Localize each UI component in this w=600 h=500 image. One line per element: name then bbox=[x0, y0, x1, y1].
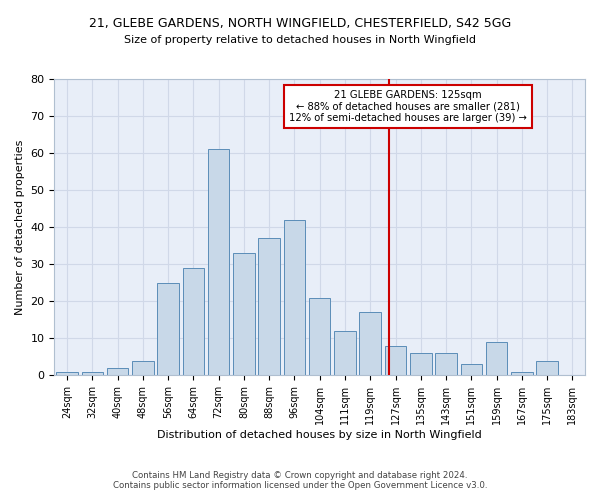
Bar bbox=[536, 360, 558, 376]
X-axis label: Distribution of detached houses by size in North Wingfield: Distribution of detached houses by size … bbox=[157, 430, 482, 440]
Bar bbox=[511, 372, 533, 376]
Text: Contains HM Land Registry data © Crown copyright and database right 2024.
Contai: Contains HM Land Registry data © Crown c… bbox=[113, 470, 487, 490]
Y-axis label: Number of detached properties: Number of detached properties bbox=[15, 140, 25, 315]
Bar bbox=[410, 353, 431, 376]
Text: 21, GLEBE GARDENS, NORTH WINGFIELD, CHESTERFIELD, S42 5GG: 21, GLEBE GARDENS, NORTH WINGFIELD, CHES… bbox=[89, 18, 511, 30]
Bar bbox=[208, 150, 229, 376]
Bar bbox=[157, 282, 179, 376]
Bar bbox=[309, 298, 331, 376]
Bar bbox=[56, 372, 78, 376]
Bar bbox=[486, 342, 508, 376]
Bar bbox=[182, 268, 204, 376]
Bar bbox=[385, 346, 406, 376]
Bar bbox=[107, 368, 128, 376]
Bar bbox=[233, 253, 254, 376]
Bar bbox=[259, 238, 280, 376]
Text: Size of property relative to detached houses in North Wingfield: Size of property relative to detached ho… bbox=[124, 35, 476, 45]
Bar bbox=[82, 372, 103, 376]
Bar bbox=[359, 312, 381, 376]
Bar bbox=[132, 360, 154, 376]
Bar bbox=[435, 353, 457, 376]
Bar bbox=[461, 364, 482, 376]
Text: 21 GLEBE GARDENS: 125sqm
← 88% of detached houses are smaller (281)
12% of semi-: 21 GLEBE GARDENS: 125sqm ← 88% of detach… bbox=[289, 90, 527, 124]
Bar bbox=[334, 331, 356, 376]
Bar bbox=[284, 220, 305, 376]
